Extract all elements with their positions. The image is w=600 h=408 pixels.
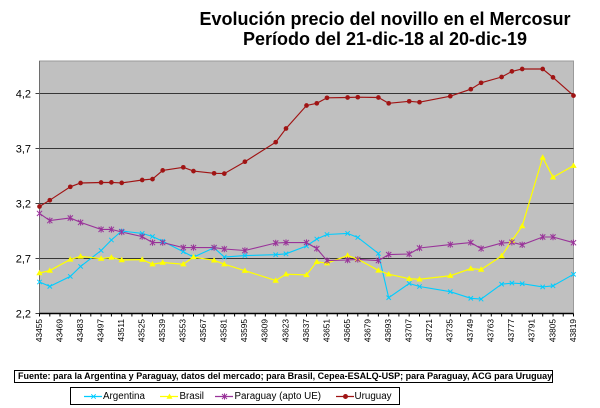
svg-text:43455: 43455 [34,319,44,342]
svg-text:43497: 43497 [95,319,105,342]
svg-text:4,2: 4,2 [16,89,31,101]
svg-text:43581: 43581 [219,319,229,342]
svg-text:43637: 43637 [301,319,311,342]
svg-text:43805: 43805 [547,319,557,342]
svg-text:43735: 43735 [445,319,455,342]
svg-text:43777: 43777 [506,319,516,342]
svg-text:43483: 43483 [75,319,85,342]
svg-text:3,7: 3,7 [16,144,31,156]
svg-text:43525: 43525 [137,319,147,342]
svg-text:43511: 43511 [116,319,126,342]
svg-text:43609: 43609 [260,319,270,342]
svg-text:2,7: 2,7 [16,254,31,266]
svg-text:43693: 43693 [383,319,393,342]
svg-text:43469: 43469 [54,319,64,342]
svg-text:43707: 43707 [404,319,414,342]
svg-text:2,2: 2,2 [16,309,31,321]
svg-text:43595: 43595 [239,319,249,342]
svg-text:3,2: 3,2 [16,199,31,211]
svg-text:43651: 43651 [321,319,331,342]
svg-text:43791: 43791 [527,319,537,342]
svg-text:43749: 43749 [465,319,475,342]
svg-text:43721: 43721 [424,319,434,342]
svg-text:43553: 43553 [178,319,188,342]
svg-text:43539: 43539 [157,319,167,342]
svg-text:43567: 43567 [198,319,208,342]
svg-text:43679: 43679 [362,319,372,342]
svg-text:43623: 43623 [280,319,290,342]
svg-text:43665: 43665 [342,319,352,342]
svg-text:43763: 43763 [486,319,496,342]
svg-text:43819: 43819 [568,319,578,342]
